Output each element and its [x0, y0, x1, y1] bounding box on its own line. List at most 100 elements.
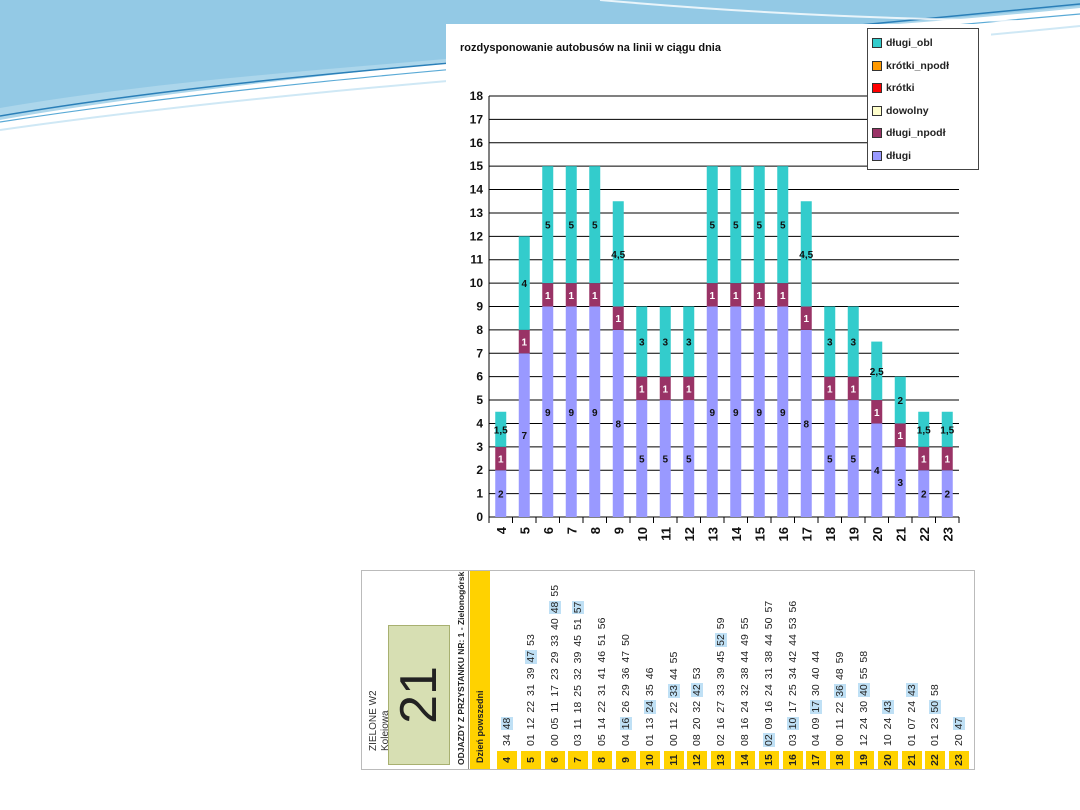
y-tick-label: 15 [470, 159, 484, 173]
timetable-hour: 21 [901, 751, 922, 769]
data-label-długi_npodł: 1 [921, 455, 927, 466]
bar-segment-długi_obl [941, 411, 953, 447]
x-tick-label: 13 [705, 527, 720, 541]
timetable-minute: 58 [858, 650, 870, 663]
y-tick-label: 5 [476, 393, 483, 407]
timetable-minute: 25 [572, 685, 585, 697]
data-label-długi: 9 [709, 408, 715, 419]
timetable-row: 15 02 09 16 24 31 38 44 50 57 [758, 571, 780, 769]
data-label-długi_npodł: 1 [709, 291, 715, 302]
legend-item: długi_npodł [872, 122, 974, 145]
bar-segment-długi [894, 446, 906, 517]
bar-segment-długi_obl [824, 306, 836, 377]
data-label-długi_npodł: 1 [944, 455, 950, 466]
timetable-minute: 47 [524, 649, 537, 664]
y-tick-label: 17 [470, 112, 484, 126]
y-tick-label: 16 [470, 136, 484, 150]
timetable-minute: 17 [786, 700, 799, 713]
bar-segment-długi [495, 470, 507, 517]
data-label-długi: 2 [498, 490, 504, 501]
timetable-hour: 17 [806, 751, 827, 769]
data-label-długi_npodł: 1 [498, 455, 504, 466]
bar-segment-długi [871, 423, 883, 517]
timetable-row: 9 04 16 26 29 36 47 50 [615, 571, 637, 769]
timetable-minute: 59 [715, 617, 728, 630]
timetable-row: 6 00 05 11 17 23 29 33 40 48 55 [544, 571, 566, 769]
timetable-hour: 13 [711, 751, 732, 769]
timetable-minute: 33 [715, 684, 728, 696]
timetable-hour: 12 [687, 751, 708, 769]
timetable-hour: 10 [639, 751, 660, 769]
x-tick-label: 21 [893, 527, 908, 541]
data-label-długi_obl: 5 [733, 221, 739, 232]
timetable-minute: 14 [596, 717, 609, 730]
timetable-minute: 10 [881, 734, 894, 746]
timetable-minute: 44 [739, 650, 751, 663]
data-label-długi: 9 [545, 408, 551, 419]
timetable-minute: 33 [548, 634, 561, 647]
timetable-line-box: ZIELONE W2 Kolejowa 21 [362, 571, 454, 769]
data-label-długi: 5 [850, 455, 856, 466]
bar-segment-długi [706, 306, 718, 517]
bar-segment-długi_obl [612, 201, 624, 307]
timetable-row: 18 00 11 22 36 48 59 [829, 571, 851, 769]
bar-segment-długi [777, 306, 789, 517]
timetable-minute: 16 [762, 700, 775, 713]
legend-swatch [872, 128, 882, 139]
timetable-minute: 52 [715, 633, 728, 647]
timetable-minute: 01 [929, 734, 942, 746]
timetable-minute: 07 [905, 717, 918, 730]
timetable-row: 10 01 13 24 35 46 [639, 571, 661, 769]
data-label-długi: 3 [897, 478, 903, 489]
data-label-długi_obl: 5 [780, 221, 786, 232]
data-label-długi: 8 [615, 419, 621, 430]
timetable-minute: 46 [643, 667, 656, 680]
x-tick-label: 15 [752, 527, 767, 541]
timetable-minute: 02 [762, 733, 775, 747]
timetable-minute: 48 [548, 600, 561, 615]
timetable-minute: 24 [762, 684, 775, 696]
timetable-minute: 05 [596, 734, 609, 746]
y-tick-label: 1 [476, 487, 483, 501]
data-label-długi_obl: 4,5 [799, 250, 813, 261]
timetable-minute: 55 [548, 584, 561, 597]
data-label-długi_obl: 5 [568, 221, 574, 232]
bar-segment-długi [659, 400, 671, 517]
timetable-minute: 58 [929, 684, 942, 696]
legend-label: krótki_npodł [886, 59, 950, 72]
data-label-długi: 9 [756, 408, 762, 419]
timetable-minute: 20 [691, 717, 704, 730]
timetable-minute: 59 [834, 651, 847, 664]
data-label-długi_npodł: 1 [615, 314, 621, 325]
timetable-minute: 38 [762, 650, 775, 663]
data-label-długi_obl: 4,5 [611, 250, 625, 261]
timetable-minute: 46 [596, 650, 609, 663]
timetable-minute: 05 [548, 717, 561, 730]
bar-segment-długi [636, 400, 648, 517]
bar-segment-długi_obl [706, 166, 718, 284]
legend-swatch [872, 83, 882, 94]
data-label-długi_npodł: 1 [874, 408, 880, 419]
timetable-minute: 36 [834, 684, 847, 698]
timetable-minute: 40 [548, 618, 561, 630]
bar-segment-długi_obl [659, 306, 671, 377]
timetable-row: 22 01 23 50 58 [924, 571, 946, 769]
line-number: 21 [388, 625, 450, 765]
y-tick-label: 10 [470, 276, 484, 290]
x-tick-label: 23 [940, 527, 955, 541]
bar-segment-długi_npodł [824, 376, 836, 401]
bar-segment-długi_npodł [800, 306, 812, 330]
legend-swatch [872, 150, 882, 161]
timetable-minute: 12 [524, 717, 537, 730]
bar-segment-długi_npodł [847, 376, 859, 401]
timetable-minute: 16 [620, 716, 632, 731]
data-label-długi_obl: 4 [521, 279, 527, 290]
timetable-row: 23 20 47 [948, 571, 970, 769]
timetable-row: 7 03 11 18 25 32 39 45 51 57 [567, 571, 589, 769]
timetable-image: ZIELONE W2 Kolejowa 21 ODJAZDY Z PRZYSTA… [361, 570, 975, 770]
timetable-minute: 56 [596, 617, 609, 630]
timetable-row: 17 04 09 17 30 40 44 [805, 571, 827, 769]
timetable-minute: 49 [739, 634, 751, 646]
data-label-długi_obl: 2,5 [870, 367, 884, 378]
timetable-minute: 39 [715, 667, 728, 680]
